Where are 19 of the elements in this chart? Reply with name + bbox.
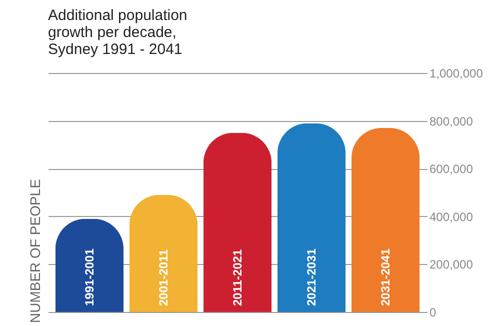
x-tick-label: 2001-2011 (156, 248, 170, 306)
text: Sydney 1991 - 2041 (48, 41, 182, 58)
text: growth per decade, (48, 24, 176, 41)
bar (351, 128, 420, 312)
y-tick-label: 600,000 (430, 162, 474, 176)
bar (277, 123, 346, 312)
y-axis-title: NUMBER OF PEOPLE (27, 179, 43, 323)
x-tick-label: 2031-2041 (378, 248, 393, 306)
bar (203, 132, 272, 312)
text: Additional population (48, 7, 188, 24)
y-tick-label: 1,000,000 (430, 66, 484, 80)
y-tick-label: 400,000 (430, 210, 474, 224)
x-tick-label: 2021-2031 (304, 248, 319, 306)
y-tick-label: 0 (430, 306, 436, 320)
x-tick-label: 2011-2021 (230, 248, 244, 306)
x-tick-label: 1991-2001 (82, 248, 96, 306)
y-tick-label: 200,000 (430, 258, 474, 272)
bar (129, 194, 198, 312)
y-tick-label: 800,000 (430, 114, 474, 128)
